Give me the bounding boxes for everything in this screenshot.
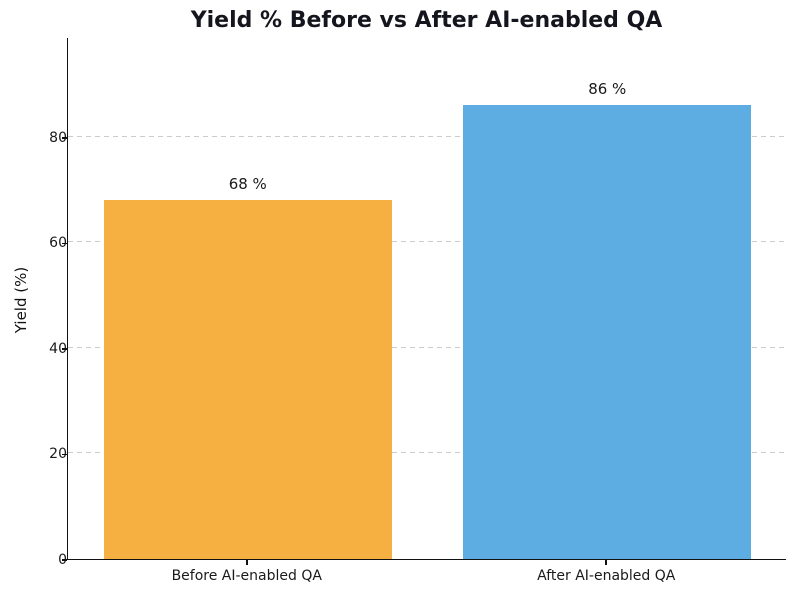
gridline-y-40: [68, 346, 786, 348]
chart-title: Yield % Before vs After AI-enabled QA: [190, 8, 663, 33]
bar-value-label-1: 86 %: [588, 80, 627, 99]
y-tick-mark-20: [62, 453, 67, 456]
x-tick-mark-1: [605, 560, 608, 565]
gridline-y-80: [68, 135, 786, 137]
y-tick-label-60: 60: [49, 235, 67, 252]
bar-value-label-0: 68 %: [228, 175, 267, 194]
bar-0: [103, 200, 392, 559]
y-tick-mark-40: [62, 348, 67, 350]
x-tick-mark-0: [245, 560, 248, 565]
y-tick-label-80: 80: [49, 129, 67, 146]
y-axis-label: Yield (%): [12, 266, 30, 334]
y-tick-mark-60: [62, 242, 67, 245]
x-tick-label-1: After AI-enabled QA: [537, 568, 676, 584]
y-tick-label-40: 40: [49, 340, 67, 357]
bar-1: [463, 105, 752, 559]
gridline-y-20: [68, 452, 786, 454]
gridline-y-60: [68, 241, 786, 243]
y-tick-mark-0: [62, 559, 67, 561]
y-tick-mark-80: [62, 136, 67, 139]
x-tick-label-0: Before AI-enabled QA: [171, 568, 322, 584]
plot-area: 68 % 86 %: [67, 38, 786, 560]
y-tick-label-20: 20: [49, 446, 67, 463]
